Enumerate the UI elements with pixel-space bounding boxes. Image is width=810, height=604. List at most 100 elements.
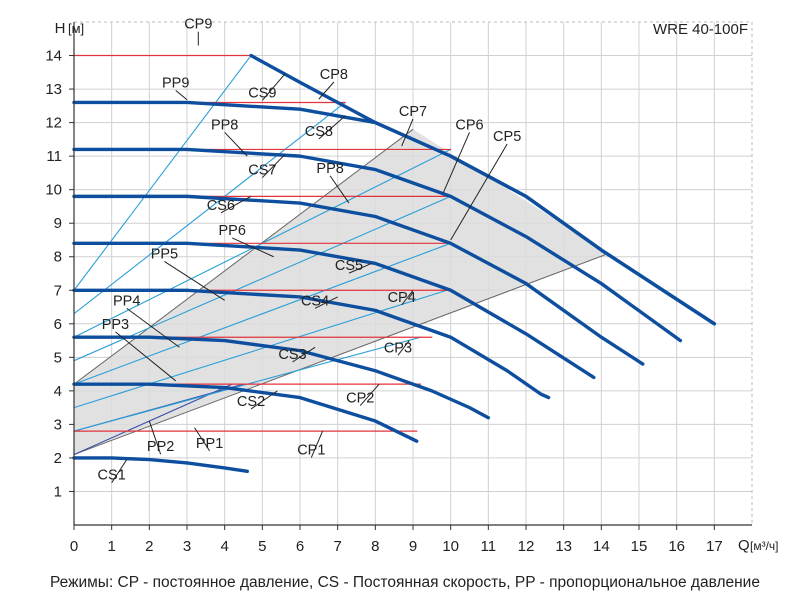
curve-label-pp5: PP5 (151, 246, 178, 262)
series-pp9-line (73, 54, 252, 291)
x-tick-label: 10 (442, 538, 459, 555)
label-leader-line (401, 118, 414, 147)
x-tick-label: 5 (258, 538, 266, 555)
y-axis-label: H (55, 20, 66, 37)
x-axis-label: Q (738, 537, 750, 554)
label-leader-line (442, 132, 470, 194)
label-leader-line (401, 289, 414, 306)
y-tick-label: 7 (54, 282, 62, 299)
curve-label-cp3: CP3 (384, 340, 412, 356)
axes: 0 1 2 3 4 5 6 7 8 9 10 11 12 13 14 15 16 1712345678910111… (45, 22, 752, 555)
label-leader-line (194, 427, 211, 452)
curve-label-pp6: PP6 (218, 223, 245, 239)
pump-curve-chart: 0 1 2 3 4 5 6 7 8 9 10 11 12 13 14 15 16 1712345678910111… (45, 17, 779, 555)
series-cs2-line (72, 382, 419, 443)
curve-label-cp2: CP2 (346, 391, 374, 407)
chart-caption: Режимы: CP - постоянное давление, CS - П… (50, 574, 760, 591)
label-leader-line (329, 175, 350, 204)
x-tick-label: 4 (220, 538, 228, 555)
x-tick-label: 8 (371, 538, 379, 555)
chart-title: WRE 40-100F (653, 21, 748, 38)
label-leader-line (126, 307, 180, 348)
curve-label-pp8: PP8 (211, 117, 238, 133)
y-tick-label: 2 (54, 450, 62, 467)
x-tick-label: 12 (518, 538, 535, 555)
curve-label-cs2: CS2 (237, 394, 265, 410)
label-leader-line (450, 143, 508, 241)
y-axis-unit: [м] (68, 21, 84, 36)
label-leader-line (310, 430, 324, 458)
x-tick-label: 17 (706, 538, 723, 555)
label-leader-line (164, 260, 225, 301)
curve-label-cs6: CS6 (207, 198, 235, 214)
label-leader-line (318, 115, 346, 140)
label-leader-line (220, 195, 252, 214)
y-tick-label: 4 (54, 383, 62, 400)
curve-label-cp1: CP1 (297, 443, 325, 459)
x-tick-label: 16 (668, 538, 685, 555)
x-tick-label: 11 (481, 538, 497, 555)
x-tick-label: 9 (409, 538, 417, 555)
label-leader-line (224, 131, 248, 157)
label-leader-line (314, 296, 338, 309)
label-leader-line (359, 383, 380, 406)
label-leader-line (115, 331, 177, 382)
curve-label-cp9: CP9 (184, 17, 212, 33)
curve-label-cs8: CS8 (305, 124, 333, 140)
curve-label-pp4: PP4 (113, 293, 140, 309)
operating-region-edge (73, 252, 610, 456)
curve-label-cs9: CS9 (248, 85, 276, 101)
label-leader-line (175, 90, 188, 101)
series-pp6-line (73, 195, 452, 362)
y-tick-label: 6 (54, 316, 62, 333)
label-leader-line (318, 81, 335, 100)
curve-label-cp4: CP4 (388, 290, 416, 306)
curve-label-cs5: CS5 (335, 258, 363, 274)
curve-label-pp3: PP3 (102, 317, 129, 333)
x-tick-label: 1 (107, 538, 115, 555)
x-tick-label: 0 (70, 538, 78, 555)
curve-label-cp8: CP8 (320, 67, 348, 83)
x-tick-label: 14 (593, 538, 610, 555)
y-tick-label: 13 (45, 81, 62, 98)
curve-label-cs7: CS7 (248, 163, 276, 179)
y-tick-label: 1 (54, 483, 62, 500)
series-pp4-line (73, 289, 448, 409)
x-tick-label: 2 (145, 538, 153, 555)
curve-label-cp7: CP7 (399, 104, 427, 120)
series-cs5-line (72, 241, 596, 380)
series-cs6-line (72, 194, 645, 366)
y-tick-label: 5 (54, 349, 62, 366)
curve-label-cs3: CS3 (278, 347, 306, 363)
label-leader-line (231, 237, 274, 258)
series-cs4-line (72, 288, 551, 400)
curve-label-cs4: CS4 (301, 293, 329, 309)
y-tick-label: 11 (46, 148, 62, 165)
curve-label-pp8: PP8 (316, 161, 343, 177)
x-tick-label: 15 (631, 538, 648, 555)
x-axis-unit: [м³/ч] (750, 539, 779, 553)
curve-label-cs1: CS1 (98, 468, 126, 484)
curve-label-pp9: PP9 (162, 75, 189, 91)
series-cs7-line (72, 147, 683, 343)
label-leader-line (348, 262, 372, 274)
operating-region-edge (73, 128, 414, 385)
label-leader-line (111, 459, 128, 484)
label-leader-line (397, 340, 410, 356)
y-tick-label: 8 (54, 249, 62, 266)
series-cs1-line (72, 456, 249, 474)
x-tick-label: 13 (555, 538, 572, 555)
y-tick-label: 9 (54, 215, 62, 232)
curve-label-pp1: PP1 (196, 436, 223, 452)
curve-label-pp2: PP2 (147, 439, 174, 455)
label-leader-line (261, 73, 286, 101)
label-leader-line (292, 346, 316, 363)
y-tick-label: 14 (45, 48, 62, 65)
series-cs3-line (72, 335, 491, 420)
curve-labels: CP9 CS9 CP8 PP9 PP8 CS8 CP7 CP6 CP5 CS7 PP8 CS6 PP6 P… (98, 17, 522, 484)
label-leader-line (261, 154, 286, 178)
label-leader-line (148, 420, 162, 455)
series-pp8-line (73, 101, 346, 315)
label-leader-line (250, 390, 278, 410)
x-tick-label: 7 (333, 538, 341, 555)
